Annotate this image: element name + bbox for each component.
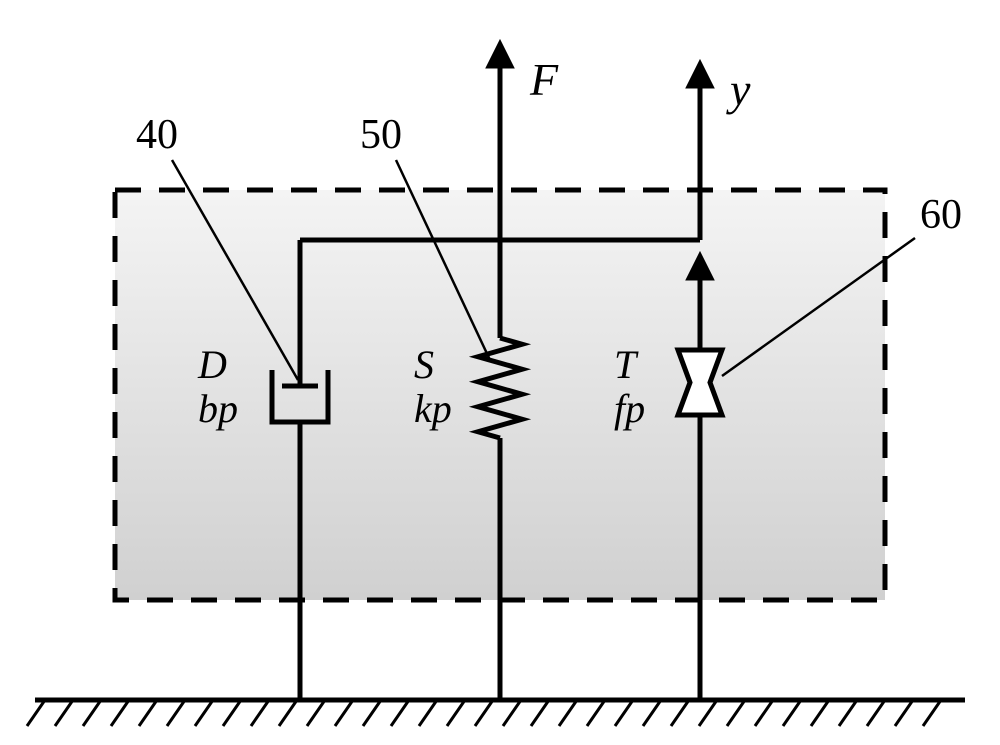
ground-hatch xyxy=(447,700,465,726)
ground-hatch xyxy=(391,700,409,726)
ground-hatch xyxy=(727,700,745,726)
callout-text-60: 60 xyxy=(920,192,962,238)
ground-hatch xyxy=(755,700,773,726)
ground-hatch xyxy=(83,700,101,726)
diagram-root: Fy Dbp Skp Tfp 40 50 60 xyxy=(0,0,1000,745)
label-S-line1: S xyxy=(414,342,434,387)
callout-text-40: 40 xyxy=(136,112,178,158)
ground-hatch xyxy=(503,700,521,726)
label-T-line1: T xyxy=(614,342,639,387)
label-T-line2: fp xyxy=(614,386,645,431)
ground-hatch xyxy=(363,700,381,726)
ground-hatch xyxy=(27,700,45,726)
ground-hatch xyxy=(55,700,73,726)
label-D-line2: bp xyxy=(198,386,238,431)
ground-hatch xyxy=(587,700,605,726)
ground-hatch xyxy=(923,700,941,726)
ground-hatch xyxy=(279,700,297,726)
ground-hatch xyxy=(335,700,353,726)
arrow-label-y: y xyxy=(726,64,751,115)
ground-hatch xyxy=(195,700,213,726)
ground-hatch xyxy=(783,700,801,726)
ground-hatch xyxy=(307,700,325,726)
label-D-line1: D xyxy=(197,342,227,387)
ground-hatch xyxy=(811,700,829,726)
ground-hatch xyxy=(139,700,157,726)
ground-hatch xyxy=(615,700,633,726)
ground-hatch xyxy=(867,700,885,726)
arrow-label-F: F xyxy=(529,54,559,105)
ground-hatch xyxy=(251,700,269,726)
ground-hatch xyxy=(643,700,661,726)
ground-hatch xyxy=(167,700,185,726)
ground-hatch xyxy=(671,700,689,726)
ground-hatch xyxy=(559,700,577,726)
ground-hatch xyxy=(699,700,717,726)
ground-hatch xyxy=(475,700,493,726)
ground-hatch xyxy=(419,700,437,726)
ground-hatch xyxy=(895,700,913,726)
callout-text-50: 50 xyxy=(360,112,402,158)
ground-hatch xyxy=(223,700,241,726)
ground-hatch xyxy=(839,700,857,726)
ground-hatch xyxy=(111,700,129,726)
ground-hatch xyxy=(531,700,549,726)
label-S-line2: kp xyxy=(414,386,452,431)
